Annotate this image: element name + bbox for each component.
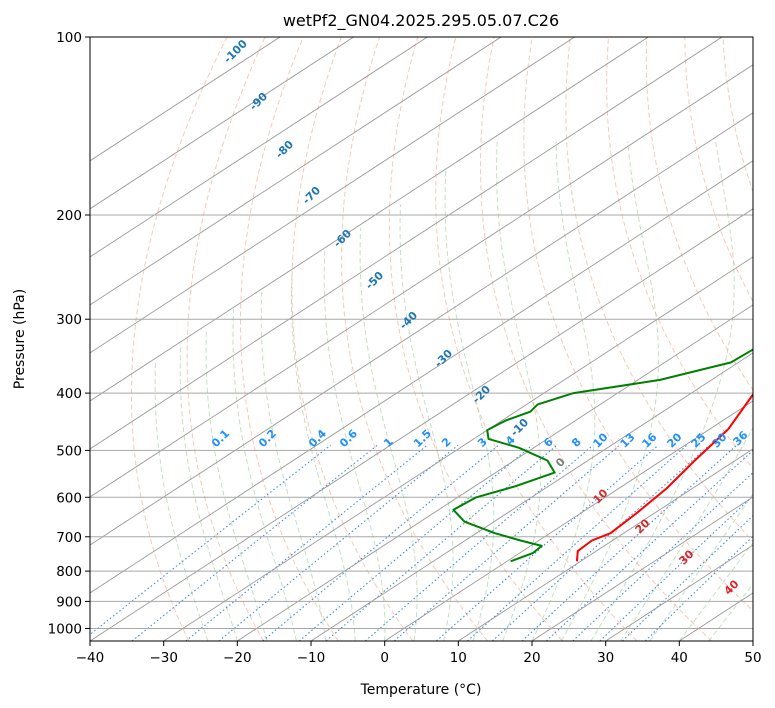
x-tick-label: −30 (149, 650, 178, 666)
dry-adiabat-line (240, 37, 339, 641)
x-tick-label: 20 (523, 650, 540, 666)
isotherm-line (531, 496, 753, 641)
isotherm-line (384, 400, 753, 641)
isotherm-line (90, 37, 723, 450)
chart-title: wetPf2_GN04.2025.295.05.07.C26 (283, 11, 559, 31)
x-tick-label: −10 (297, 650, 326, 666)
mixing-ratio-line (364, 444, 594, 641)
dry-adiabat-line (645, 37, 753, 391)
y-tick-label: 700 (56, 530, 82, 546)
moist-adiabat-line (179, 343, 238, 641)
isotherm-line (90, 64, 753, 498)
isotherm-line (90, 37, 502, 306)
x-tick-label: 30 (597, 650, 614, 666)
isotherm-line (458, 448, 753, 641)
moist-adiabat-line (291, 274, 356, 641)
dry-adiabat-line (606, 37, 753, 470)
isotherm-line (310, 352, 753, 641)
isotherm-line (90, 37, 281, 162)
y-tick-label: 300 (56, 312, 82, 328)
x-tick-label: −40 (76, 650, 105, 666)
isotherm-line (237, 304, 753, 641)
mixing-ratio-line (262, 444, 499, 641)
y-tick-label: 1000 (48, 622, 82, 638)
isotherm-line (90, 37, 576, 354)
isotherm-line (90, 37, 355, 210)
y-tick-label: 200 (56, 208, 82, 224)
moist-adiabat-line (260, 292, 327, 641)
y-tick-label: 800 (56, 564, 82, 580)
isotherm-line (90, 37, 650, 402)
moist-adiabat-line (323, 248, 386, 641)
isotherm-line (90, 208, 753, 641)
moist-adiabat-line (359, 227, 418, 641)
dry-adiabat-line (684, 37, 753, 303)
mixing-ratio-line (545, 449, 753, 641)
isotherm-line (90, 112, 753, 546)
moist-adiabat-line (205, 329, 268, 641)
mixing-ratio-line (572, 471, 753, 641)
y-tick-label: 500 (56, 443, 82, 459)
mixing-ratio-line (90, 444, 331, 636)
dewpoint-profile-line (452, 348, 753, 563)
y-tick-label: 100 (56, 30, 82, 46)
x-tick-label: 40 (671, 650, 688, 666)
temperature-profile-line (575, 392, 753, 562)
isotherm-line (90, 160, 753, 594)
mixing-ratio-line (218, 444, 459, 641)
moist-adiabat-line (399, 204, 454, 641)
dry-adiabat-line (131, 37, 228, 641)
y-axis-label: Pressure (hPa) (12, 289, 28, 389)
mixing-ratio-line (298, 444, 533, 641)
x-tick-label: 10 (450, 650, 467, 666)
dry-adiabat-line (480, 37, 713, 641)
x-tick-label: 50 (744, 650, 761, 666)
dry-adiabat-line (341, 37, 488, 641)
y-tick-label: 600 (56, 490, 82, 506)
isotherm-line (90, 37, 429, 258)
x-tick-label: −20 (223, 650, 252, 666)
plot-frame (89, 36, 754, 642)
isotherm-line (163, 256, 753, 641)
y-tick-label: 900 (56, 594, 82, 610)
x-tick-label: 0 (380, 650, 389, 666)
moist-adiabat-line (444, 170, 495, 641)
mixing-ratio-line (491, 444, 710, 641)
x-axis-label: Temperature (°C) (360, 682, 482, 698)
y-tick-label: 400 (56, 386, 82, 402)
